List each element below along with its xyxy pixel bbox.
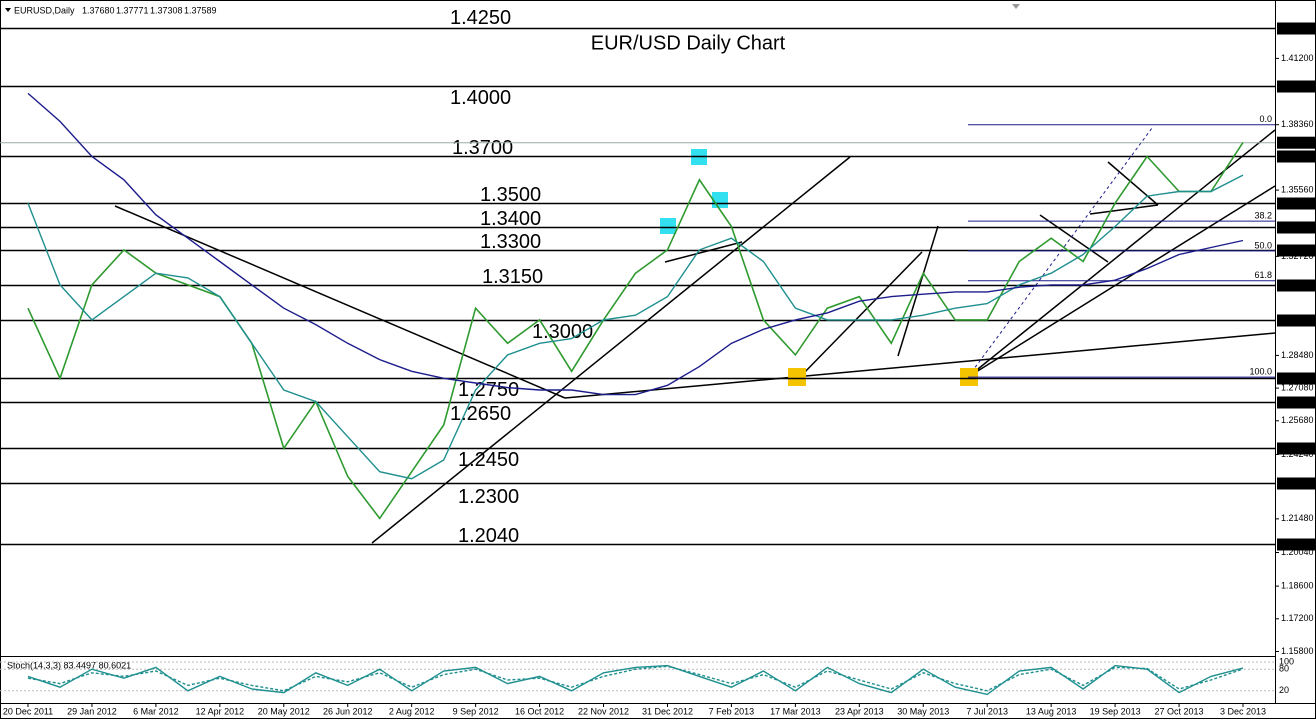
level-label: 1.3000 bbox=[532, 321, 593, 343]
level-axis-label: 1.42500 bbox=[1281, 23, 1314, 33]
stoch-title: Stoch(14,3,3) 83.4497 80.6021 bbox=[7, 660, 131, 670]
x-tick-label: 7 Feb 2013 bbox=[709, 706, 755, 716]
level-axis-box bbox=[1277, 197, 1315, 210]
fib-diagonal bbox=[967, 127, 1153, 378]
fib-label: 61.8 bbox=[1254, 270, 1272, 280]
x-tick-label: 27 Oct 2013 bbox=[1155, 706, 1204, 716]
ohlc-value: 1.37680 bbox=[82, 5, 115, 15]
level-axis-label: 1.23000 bbox=[1281, 478, 1314, 488]
level-axis-box bbox=[1277, 538, 1315, 551]
level-axis-label: 1.34000 bbox=[1281, 222, 1314, 232]
level-axis-box bbox=[1277, 314, 1315, 327]
level-label: 1.3150 bbox=[482, 266, 543, 288]
current-price-box bbox=[1277, 136, 1315, 149]
y-tick-label: 1.17200 bbox=[1281, 613, 1314, 623]
x-tick-label: 30 May 2013 bbox=[897, 706, 949, 716]
x-tick-label: 26 Jun 2012 bbox=[323, 706, 373, 716]
level-axis-label: 1.33000 bbox=[1281, 245, 1314, 255]
level-label: 1.3400 bbox=[480, 208, 541, 230]
level-axis-label: 1.26500 bbox=[1281, 397, 1314, 407]
stoch-tick-label: 100 bbox=[1279, 656, 1294, 666]
price-line bbox=[27, 174, 1244, 480]
stoch-tick-label: 20 bbox=[1279, 685, 1289, 695]
x-tick-label: 7 Jul 2013 bbox=[966, 706, 1008, 716]
level-axis-box bbox=[1277, 279, 1315, 292]
y-tick-label: 1.27080 bbox=[1281, 382, 1314, 392]
markers bbox=[660, 149, 978, 386]
level-axis-label: 1.24500 bbox=[1281, 443, 1314, 453]
y-tick-label: 1.18600 bbox=[1281, 580, 1314, 590]
x-tick-label: 19 Sep 2013 bbox=[1090, 706, 1141, 716]
x-tick-label: 20 Dec 2011 bbox=[3, 706, 53, 716]
price-line bbox=[27, 92, 1244, 396]
y-tick-label: 1.38360 bbox=[1281, 119, 1314, 129]
x-tick-label: 9 Sep 2012 bbox=[453, 706, 499, 716]
current-price-label: 1.37589 bbox=[1281, 137, 1314, 147]
level-label: 1.2300 bbox=[458, 486, 519, 508]
level-axis-box bbox=[1277, 221, 1315, 234]
ohlc-value: 1.37589 bbox=[184, 5, 217, 15]
x-tick-label: 6 Mar 2012 bbox=[133, 706, 179, 716]
level-axis-label: 1.37000 bbox=[1281, 151, 1314, 161]
level-axis-box bbox=[1277, 150, 1315, 163]
x-tick-label: 2 Aug 2012 bbox=[389, 706, 435, 716]
x-tick-label: 12 Apr 2012 bbox=[196, 706, 245, 716]
trendlines bbox=[114, 129, 1276, 544]
x-tick-label: 16 Oct 2012 bbox=[515, 706, 564, 716]
ohlc: 1.37680 1.37771 1.37308 1.37589 bbox=[82, 5, 217, 15]
x-tick-label: 23 Apr 2013 bbox=[835, 706, 884, 716]
y-tick-label: 1.15800 bbox=[1281, 646, 1314, 656]
stoch-line bbox=[27, 665, 1244, 692]
fib-label: 38.2 bbox=[1254, 210, 1272, 220]
level-label: 1.3500 bbox=[480, 184, 541, 206]
y-tick-label: 1.41200 bbox=[1281, 53, 1314, 63]
level-axis-box bbox=[1277, 80, 1315, 93]
level-axis-box bbox=[1277, 396, 1315, 409]
y-tick-label: 1.21480 bbox=[1281, 513, 1314, 523]
level-axis-box bbox=[1277, 477, 1315, 490]
level-axis-box bbox=[1277, 22, 1315, 35]
stoch-tick-label: 80 bbox=[1279, 664, 1289, 674]
menu-arrow bbox=[5, 8, 11, 12]
level-axis-box bbox=[1277, 372, 1315, 385]
y-tick-label: 1.20040 bbox=[1281, 547, 1314, 557]
x-tick-label: 20 May 2012 bbox=[258, 706, 310, 716]
y-tick-label: 1.25680 bbox=[1281, 415, 1314, 425]
ohlc-value: 1.37771 bbox=[116, 5, 149, 15]
level-label: 1.4250 bbox=[450, 7, 511, 29]
fib-label: 100.0 bbox=[1249, 366, 1272, 376]
stoch-line bbox=[27, 664, 1244, 696]
y-tick-label: 1.35560 bbox=[1281, 184, 1314, 194]
x-tick-label: 13 Aug 2013 bbox=[1026, 706, 1077, 716]
level-label: 1.3300 bbox=[480, 231, 541, 253]
symbol: EURUSD,Daily bbox=[14, 5, 75, 15]
level-axis-label: 1.20400 bbox=[1281, 539, 1314, 549]
level-label: 1.2450 bbox=[458, 449, 519, 471]
x-tick-label: 29 Jan 2012 bbox=[67, 706, 117, 716]
x-tick-label: 31 Dec 2012 bbox=[642, 706, 693, 716]
x-tick-label: 17 Mar 2013 bbox=[770, 706, 821, 716]
level-axis-label: 1.27500 bbox=[1281, 373, 1314, 383]
level-axis-label: 1.30000 bbox=[1281, 315, 1314, 325]
x-tick-label: 3 Dec 2013 bbox=[1220, 706, 1266, 716]
level-axis-box bbox=[1277, 244, 1315, 257]
y-tick-label: 1.28480 bbox=[1281, 350, 1314, 360]
x-tick-label: 22 Nov 2012 bbox=[578, 706, 629, 716]
level-axis-label: 1.31500 bbox=[1281, 280, 1314, 290]
ohlc-value: 1.37308 bbox=[150, 5, 183, 15]
fib-label: 0.0 bbox=[1259, 114, 1272, 124]
fib-label: 50.0 bbox=[1254, 240, 1272, 250]
chart-title: EUR/USD Daily Chart bbox=[591, 32, 786, 54]
level-label: 1.2650 bbox=[450, 403, 511, 425]
level-label: 1.4000 bbox=[450, 87, 511, 109]
level-label: 1.3700 bbox=[452, 137, 513, 159]
level-axis-label: 1.40000 bbox=[1281, 81, 1314, 91]
level-axis-label: 1.35000 bbox=[1281, 198, 1314, 208]
level-axis-box bbox=[1277, 442, 1315, 455]
scroll-marker bbox=[1012, 4, 1020, 9]
level-label: 1.2040 bbox=[458, 525, 519, 547]
